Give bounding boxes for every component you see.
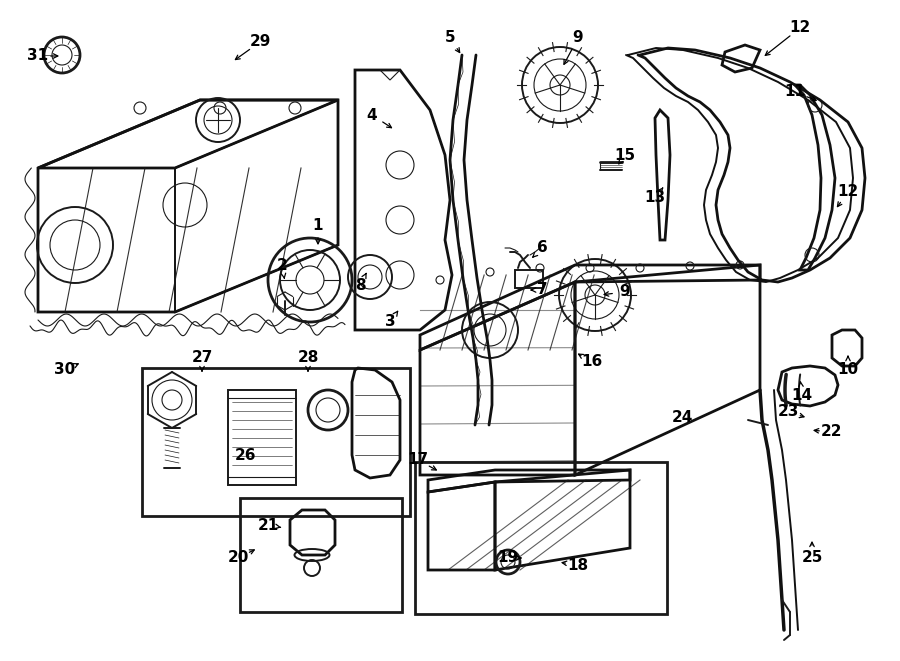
- Text: 5: 5: [445, 30, 455, 46]
- Text: 7: 7: [536, 282, 547, 297]
- Text: 2: 2: [276, 258, 287, 272]
- Text: 13: 13: [644, 190, 666, 206]
- Text: 10: 10: [837, 362, 859, 377]
- Text: 23: 23: [778, 405, 798, 420]
- Text: 26: 26: [235, 447, 256, 463]
- Text: 28: 28: [297, 350, 319, 366]
- Text: 9: 9: [572, 30, 583, 46]
- Text: 27: 27: [192, 350, 212, 366]
- Text: 16: 16: [581, 354, 603, 369]
- Text: 15: 15: [615, 147, 635, 163]
- Text: 31: 31: [27, 48, 49, 63]
- Text: 29: 29: [249, 34, 271, 50]
- Text: 20: 20: [228, 551, 248, 566]
- Text: 30: 30: [54, 362, 76, 377]
- Text: 17: 17: [408, 453, 428, 467]
- Text: 12: 12: [837, 184, 859, 200]
- Text: 8: 8: [355, 278, 365, 293]
- Text: 24: 24: [671, 410, 693, 426]
- Text: 21: 21: [257, 518, 279, 533]
- Text: 22: 22: [821, 424, 842, 440]
- Text: 4: 4: [366, 108, 377, 122]
- Text: 18: 18: [567, 557, 589, 572]
- Text: 1: 1: [313, 217, 323, 233]
- Text: 19: 19: [498, 551, 518, 566]
- Text: 9: 9: [620, 284, 630, 299]
- Text: 6: 6: [536, 241, 547, 256]
- Text: 12: 12: [789, 20, 811, 36]
- Text: 3: 3: [384, 315, 395, 329]
- Text: 11: 11: [785, 85, 806, 100]
- Text: 14: 14: [791, 387, 813, 403]
- Text: 25: 25: [801, 551, 823, 566]
